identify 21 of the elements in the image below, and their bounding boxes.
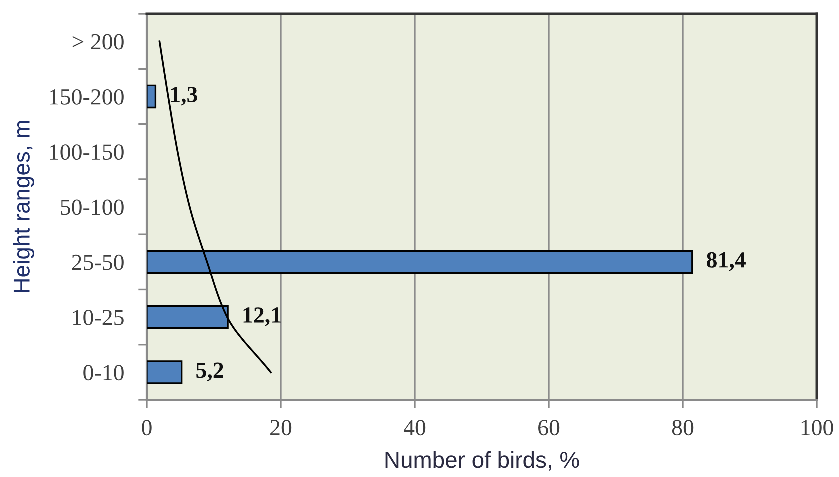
y-axis-title: Height ranges, m xyxy=(13,121,34,292)
y-tick-label: 150-200 xyxy=(50,89,124,105)
y-tick-label: 25-50 xyxy=(72,254,124,270)
bar xyxy=(146,360,183,384)
y-tick-label: 10-25 xyxy=(73,310,124,326)
x-axis-title: Number of birds, % xyxy=(386,451,580,471)
x-tick-label: 100 xyxy=(802,420,834,436)
y-tick-label: 100-150 xyxy=(50,144,124,160)
data-label: 81,4 xyxy=(707,252,746,272)
data-label: 12,1 xyxy=(244,308,281,326)
data-label: 1,3 xyxy=(171,87,198,106)
y-tick-label: 0-10 xyxy=(84,365,124,381)
bar xyxy=(146,84,157,109)
x-tick-label: 0 xyxy=(142,420,152,436)
x-tick-label: 20 xyxy=(270,420,292,436)
x-tick-label: 80 xyxy=(672,420,694,436)
y-tick-label: 50-100 xyxy=(61,200,124,216)
x-tick-label: 60 xyxy=(538,420,560,436)
x-tick-label: 40 xyxy=(404,420,426,436)
data-label: 5,2 xyxy=(196,362,224,382)
y-tick-label: > 200 xyxy=(72,34,124,50)
